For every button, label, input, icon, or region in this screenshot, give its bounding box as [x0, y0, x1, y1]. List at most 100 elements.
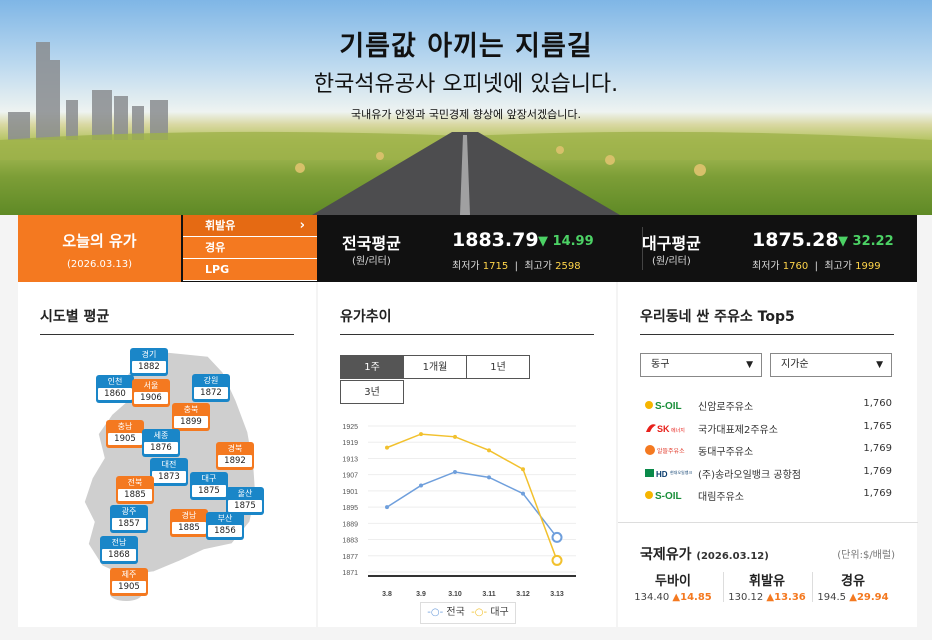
station-row[interactable]: S-OIL 대림주유소 1,769 [640, 484, 892, 506]
sort-select[interactable]: 지가순 ▼ [770, 353, 892, 377]
data-point [551, 531, 563, 543]
fuel-type-lpg[interactable]: LPG [183, 259, 317, 281]
today-price-box: 오늘의 유가 (2026.03.13) [18, 215, 181, 282]
data-point [453, 469, 457, 474]
region-badge[interactable]: 충북 1899 [172, 403, 210, 431]
s-oil-logo-icon: S-OIL [644, 488, 692, 502]
y-tick-label: 1919 [342, 440, 358, 447]
region-badge[interactable]: 강원 1872 [192, 374, 230, 402]
divider [723, 572, 724, 602]
region-name: 서울 [143, 381, 159, 390]
change-value: 32.22 [852, 234, 894, 249]
region-badge[interactable]: 충남 1905 [106, 420, 144, 448]
region-badge[interactable]: 인천 1860 [96, 375, 134, 403]
station-name: 신암로주유소 [698, 402, 754, 413]
intl-title-text: 국제유가 [640, 547, 692, 563]
fuel-type-menu: 휘발유 › 경유 LPG [183, 215, 317, 282]
region-badge[interactable]: 세종 1876 [142, 429, 180, 457]
district-select[interactable]: 동구 ▼ [640, 353, 762, 377]
region-badge[interactable]: 서울 1906 [132, 379, 170, 407]
down-triangle-icon: ▼ [538, 234, 548, 249]
region-price: 1885 [118, 489, 152, 501]
y-tick-label: 1889 [342, 521, 358, 528]
regional-average-unit: (원/리터) [652, 256, 691, 267]
region-badge[interactable]: 부산 1856 [206, 512, 244, 540]
tab-3year[interactable]: 3년 [340, 380, 404, 404]
region-name: 경기 [141, 350, 157, 359]
station-row[interactable]: S-OIL 신암로주유소 1,760 [640, 394, 892, 416]
district-value: 동구 [651, 359, 670, 370]
svg-text:S-OIL: S-OIL [655, 401, 682, 412]
hd-logo-icon: HD 현대오일뱅크 [644, 466, 692, 480]
national-average-unit: (원/리터) [352, 256, 391, 267]
fuel-type-diesel[interactable]: 경유 [183, 237, 317, 259]
max-label: 최고가 [824, 261, 852, 272]
intl-item-change: 14.85 [680, 592, 712, 603]
hero-tagline: 국내유가 안정과 국민경제 향상에 앞장서겠습니다. [350, 108, 581, 121]
fuel-type-label: 휘발유 [205, 219, 236, 232]
intl-date: (2026.03.12) [696, 551, 769, 562]
region-badge[interactable]: 전북 1885 [116, 476, 154, 504]
station-row[interactable]: 알뜰주유소 동대구주유소 1,769 [640, 439, 892, 461]
svg-text:현대오일뱅크: 현대오일뱅크 [670, 469, 692, 475]
tab-1week[interactable]: 1주 [340, 355, 404, 379]
region-badge[interactable]: 제주 1905 [110, 568, 148, 596]
intl-item-value: 134.40 [634, 592, 670, 603]
hero-banner: 기름값 아끼는 지름길 한국석유공사 오피넷에 있습니다. 국내유가 안정과 국… [0, 0, 932, 215]
tab-1year[interactable]: 1년 [466, 355, 530, 379]
station-row[interactable]: SK 에너지 국가대표제2주유소 1,765 [640, 417, 892, 439]
intl-item-dubai: 두바이 134.40 ▲14.85 [630, 570, 716, 603]
road-landscape-illustration [0, 42, 932, 215]
region-name: 대구 [201, 474, 217, 483]
intl-item-value: 194.5 [817, 592, 847, 603]
data-point [487, 475, 491, 480]
legend-line-icon: -○- [427, 607, 444, 618]
national-min-max: 최저가 1715 | 최고가 2598 [452, 261, 581, 272]
region-badge[interactable]: 경남 1885 [170, 509, 208, 537]
y-tick-label: 1913 [342, 456, 358, 463]
up-triangle-icon: ▲ [672, 592, 681, 603]
region-price: 1885 [172, 522, 206, 534]
divider [812, 572, 813, 602]
region-badge[interactable]: 경기 1882 [130, 348, 168, 376]
max-label: 최고가 [524, 261, 552, 272]
top5-title: 우리동네 싼 주유소 Top5 [640, 309, 795, 325]
region-price: 1873 [152, 471, 186, 483]
hero-subtitle: 한국석유공사 오피넷에 있습니다. [313, 72, 619, 97]
fuel-type-gasoline[interactable]: 휘발유 › [183, 215, 317, 237]
region-badge[interactable]: 울산 1875 [226, 487, 264, 515]
station-price: 1,760 [863, 398, 892, 409]
sk-logo-icon: SK 에너지 [644, 421, 692, 435]
region-name: 전남 [111, 538, 127, 547]
national-average: 전국평균 (원/리터) 1883.79 ▼ 14.99 최저가 1715 | 최… [318, 215, 642, 282]
region-badge[interactable]: 광주 1857 [110, 505, 148, 533]
data-point [487, 448, 491, 453]
station-name: 국가대표제2주유소 [698, 424, 778, 436]
region-badge[interactable]: 대전 1873 [150, 458, 188, 486]
region-badge[interactable]: 경북 1892 [216, 442, 254, 470]
region-price: 1905 [112, 581, 146, 593]
region-badge[interactable]: 전남 1868 [100, 536, 138, 564]
regional-min-max: 최저가 1760 | 최고가 1999 [752, 261, 881, 272]
region-price: 1892 [218, 455, 252, 467]
min-price: 1760 [782, 261, 809, 272]
station-row[interactable]: HD 현대오일뱅크 (주)송라오일뱅크 공항점 1,769 [640, 462, 892, 484]
tab-1month[interactable]: 1개월 [403, 355, 467, 379]
intl-unit: (단위:$/배럴) [837, 550, 895, 561]
fuel-type-label: LPG [205, 263, 230, 276]
region-price: 1872 [194, 387, 228, 399]
station-name: 대림주유소 [698, 492, 744, 504]
region-badge[interactable]: 대구 1875 [190, 472, 228, 500]
x-tick-label: 3.10 [448, 591, 462, 598]
y-tick-label: 1871 [342, 570, 358, 577]
change-value: 14.99 [552, 234, 594, 249]
top5-station-panel: 우리동네 싼 주유소 Top5 동구 ▼ 지가순 ▼ S-OIL 신암로주유소 1,76… [618, 282, 918, 627]
region-name: 충북 [183, 405, 199, 414]
intl-item-change: 29.94 [856, 592, 889, 603]
data-point [385, 445, 389, 450]
x-tick-label: 3.11 [482, 591, 495, 598]
region-name: 인천 [107, 377, 123, 386]
chevron-right-icon: › [299, 218, 305, 233]
region-name: 대전 [161, 460, 177, 469]
station-price: 1,769 [863, 443, 892, 455]
